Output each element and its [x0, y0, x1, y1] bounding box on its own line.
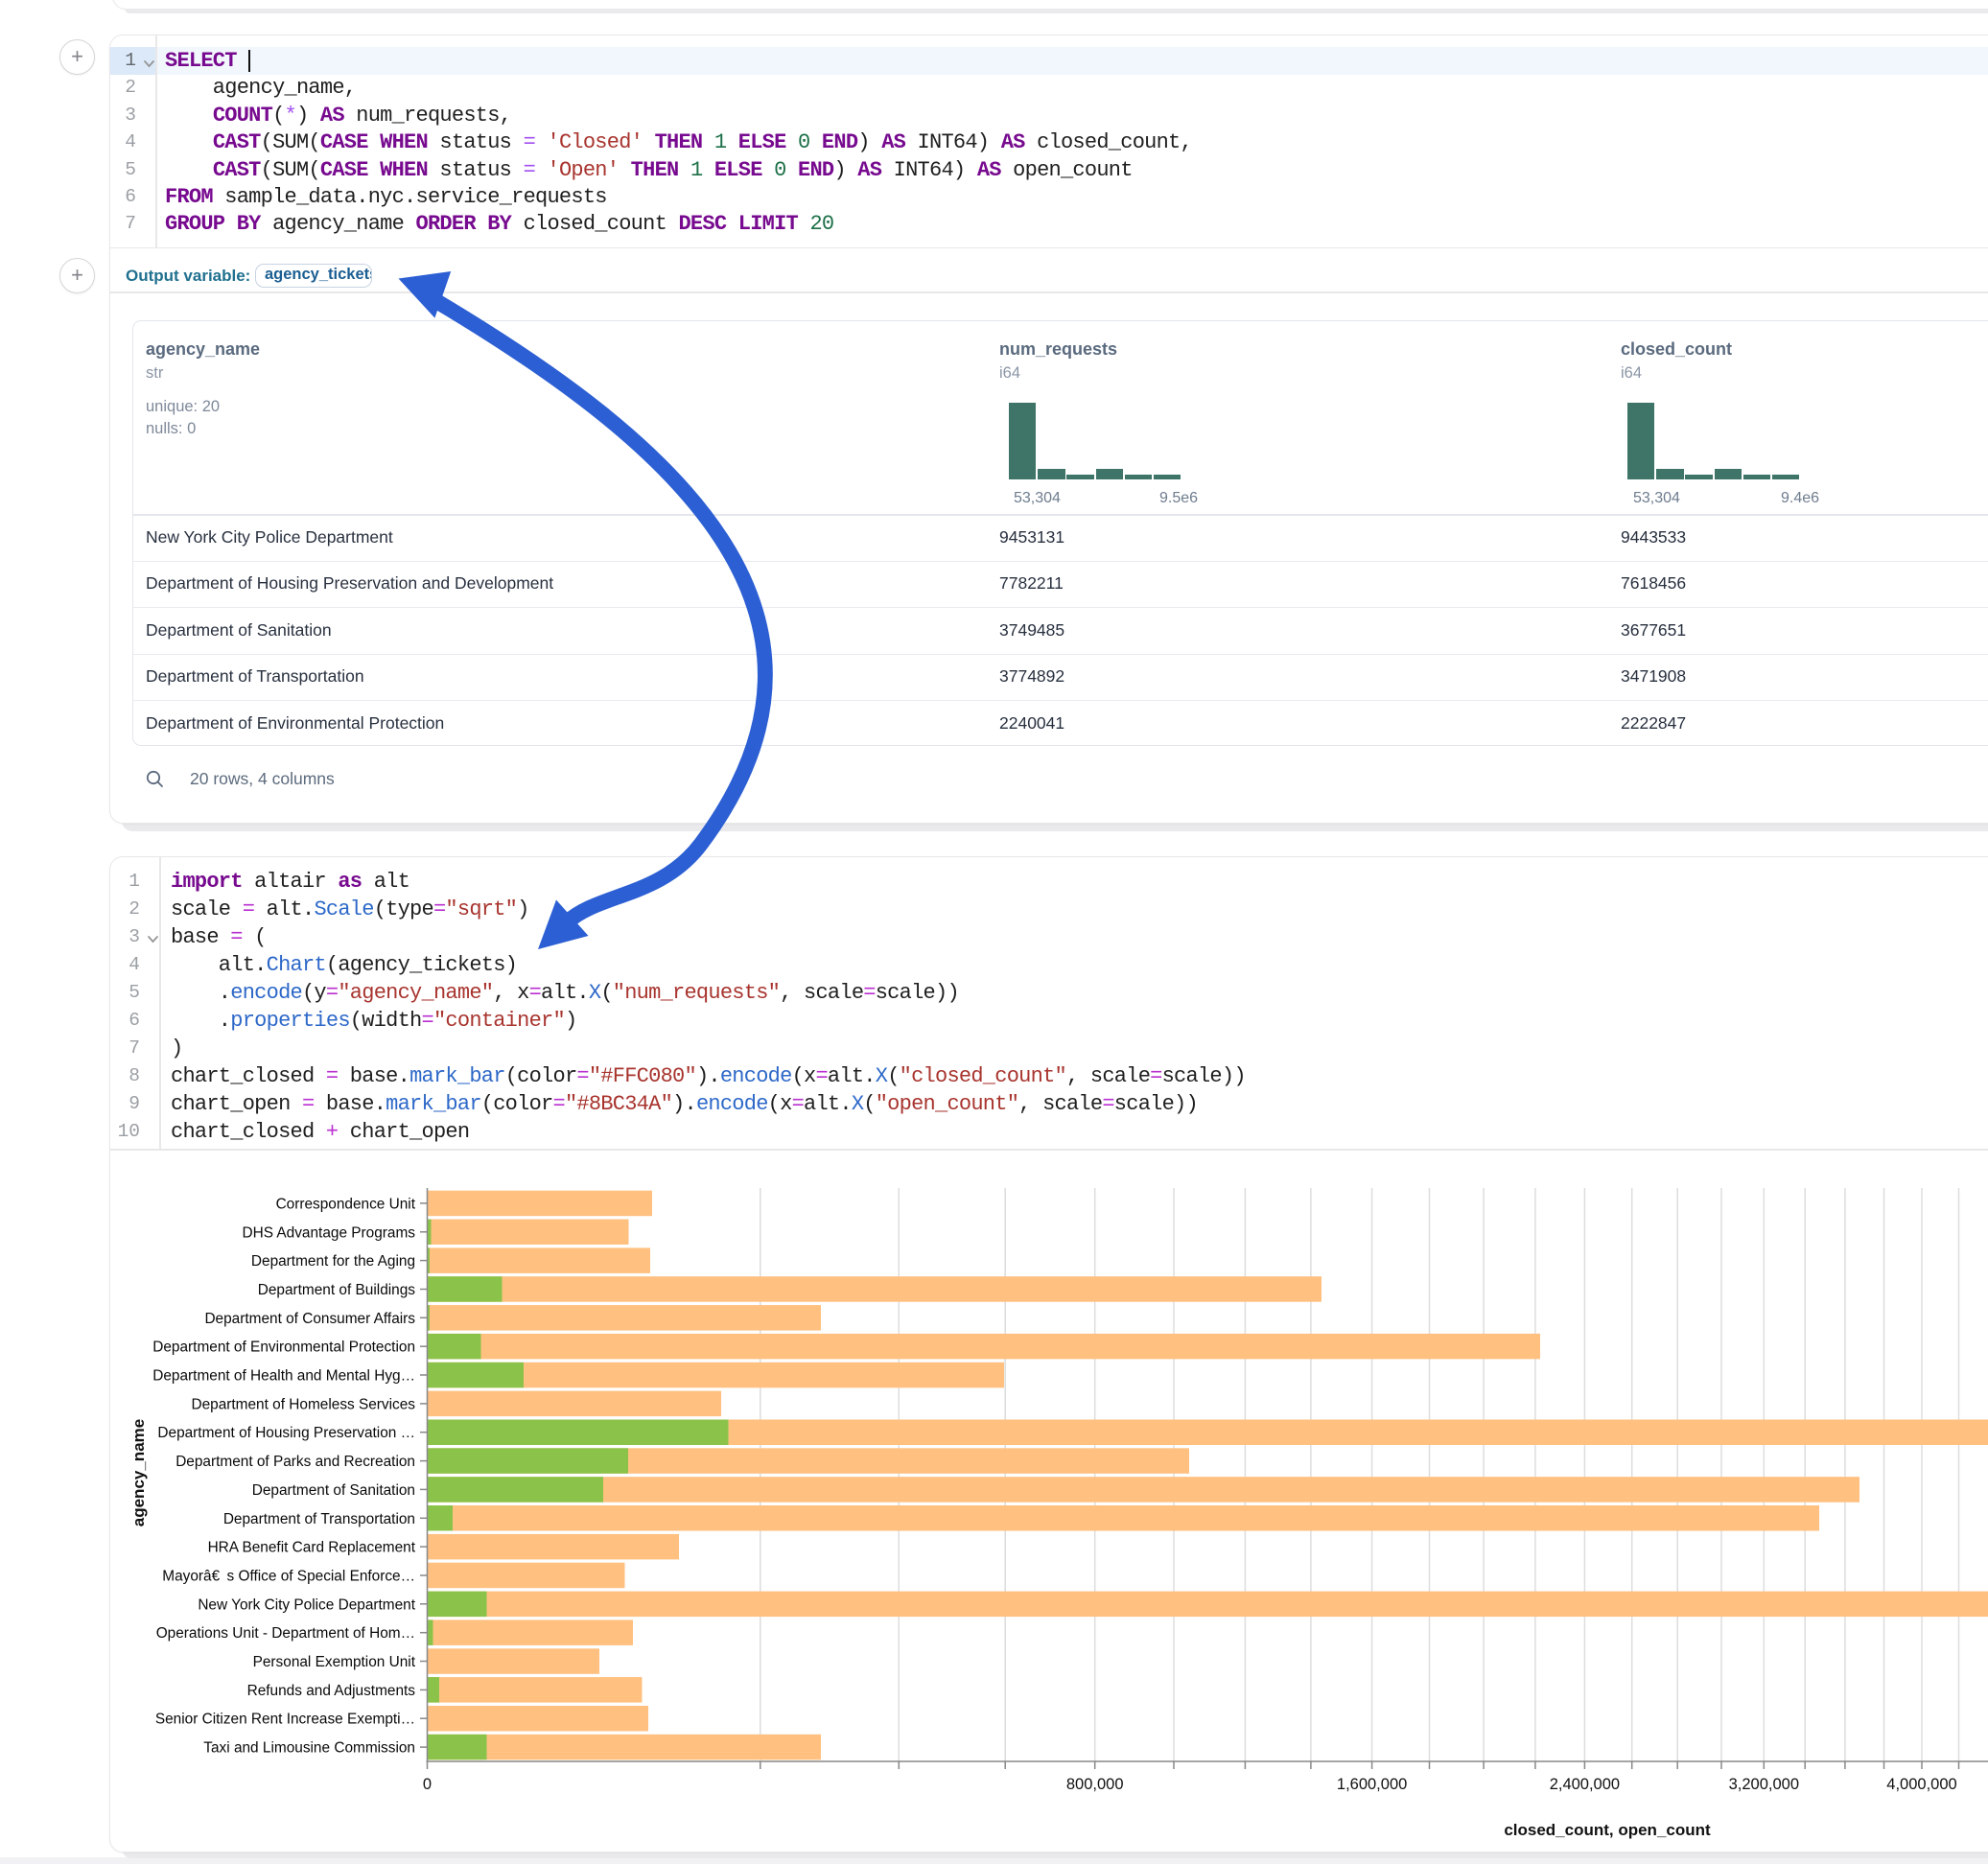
svg-text:Department for the Aging: Department for the Aging	[251, 1253, 415, 1270]
svg-text:HRA Benefit Card Replacement: HRA Benefit Card Replacement	[208, 1540, 416, 1556]
svg-text:Correspondence Unit: Correspondence Unit	[276, 1196, 416, 1212]
svg-text:Department of Homeless Service: Department of Homeless Services	[191, 1396, 415, 1412]
svg-text:2,400,000: 2,400,000	[1550, 1776, 1620, 1793]
svg-text:Department of Consumer Affairs: Department of Consumer Affairs	[204, 1311, 415, 1327]
svg-text:4,000,000: 4,000,000	[1886, 1776, 1956, 1793]
svg-text:agency_name: agency_name	[129, 1419, 148, 1526]
svg-text:0: 0	[423, 1776, 432, 1793]
svg-text:Department of Transportation: Department of Transportation	[223, 1511, 415, 1527]
svg-text:3,200,000: 3,200,000	[1729, 1776, 1799, 1793]
svg-text:1,600,000: 1,600,000	[1337, 1776, 1407, 1793]
svg-text:Mayorâ€ s Office of Special E: Mayorâ€ s Office of Special Enforce…	[162, 1569, 415, 1585]
svg-text:Personal Exemption Unit: Personal Exemption Unit	[253, 1654, 416, 1670]
svg-text:Department of Sanitation: Department of Sanitation	[252, 1482, 415, 1499]
svg-text:Senior Citizen Rent Increase E: Senior Citizen Rent Increase Exempti…	[155, 1712, 415, 1728]
svg-text:DHS Advantage Programs: DHS Advantage Programs	[242, 1224, 415, 1241]
svg-text:Department of Housing Preserva: Department of Housing Preservation …	[157, 1425, 415, 1441]
svg-text:Department of Health and Menta: Department of Health and Mental Hyg…	[152, 1368, 415, 1385]
svg-text:Department of Parks and Recrea: Department of Parks and Recreation	[175, 1454, 415, 1470]
svg-text:Department of Buildings: Department of Buildings	[258, 1282, 416, 1298]
svg-text:800,000: 800,000	[1066, 1776, 1124, 1793]
svg-text:Department of Environmental Pr: Department of Environmental Protection	[152, 1340, 415, 1356]
svg-text:Refunds and Adjustments: Refunds and Adjustments	[247, 1683, 416, 1699]
svg-text:Taxi and Limousine Commission: Taxi and Limousine Commission	[203, 1740, 415, 1757]
svg-text:closed_count, open_count: closed_count, open_count	[1504, 1821, 1711, 1839]
svg-text:Operations Unit - Department o: Operations Unit - Department of Hom…	[156, 1625, 415, 1642]
svg-text:New York City Police Departmen: New York City Police Department	[198, 1596, 415, 1613]
